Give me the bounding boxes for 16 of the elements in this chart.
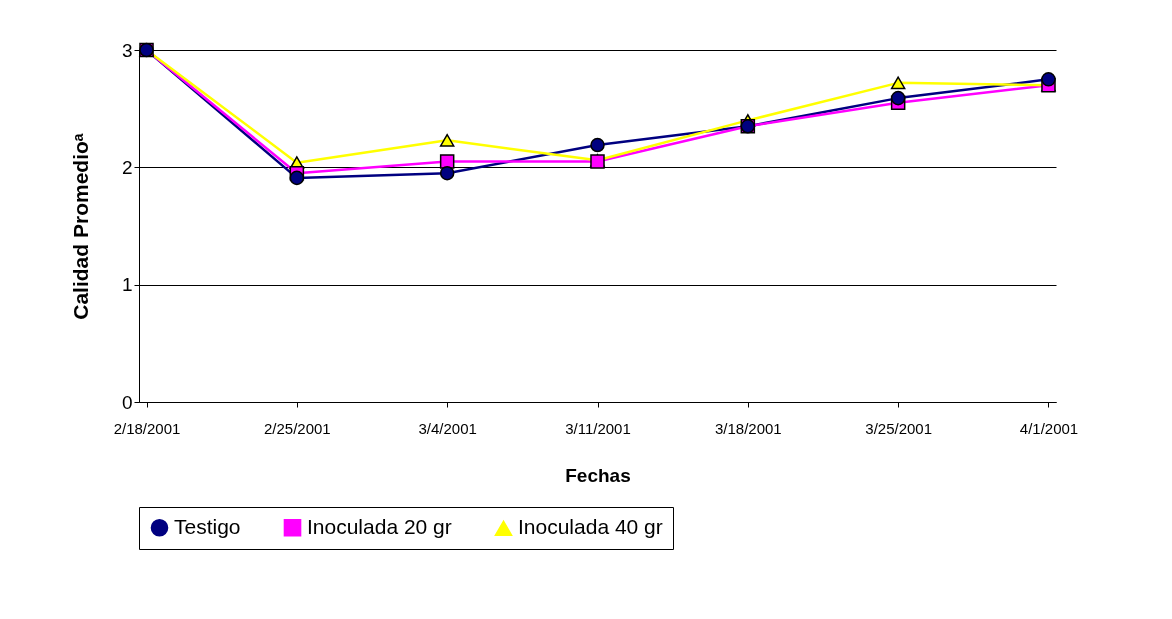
y-tick-label: 1 — [121, 274, 133, 296]
y-tick-label: 2 — [121, 156, 133, 178]
x-tick-label: 3/4/2001 — [418, 419, 477, 437]
x-tick-label: 3/25/2001 — [865, 419, 933, 437]
y-tick-label: 3 — [121, 39, 133, 61]
y-axis-title: Calidad Promedioᵃ — [68, 133, 92, 320]
legend-label: Inoculada 40 gr — [518, 515, 663, 539]
y-tick-label: 0 — [121, 391, 133, 413]
x-tick-label: 4/1/2001 — [1019, 419, 1079, 437]
x-tick-label: 3/11/2001 — [565, 419, 631, 437]
x-tick-label: 3/18/2001 — [714, 419, 782, 437]
x-tick-label: 2/18/2001 — [113, 419, 181, 437]
legend-label: Inoculada 20 gr — [307, 514, 452, 538]
x-axis-title: Fechas — [565, 464, 631, 486]
x-tick-label: 2/25/2001 — [263, 419, 331, 437]
legend-label: Testigo — [174, 514, 241, 538]
